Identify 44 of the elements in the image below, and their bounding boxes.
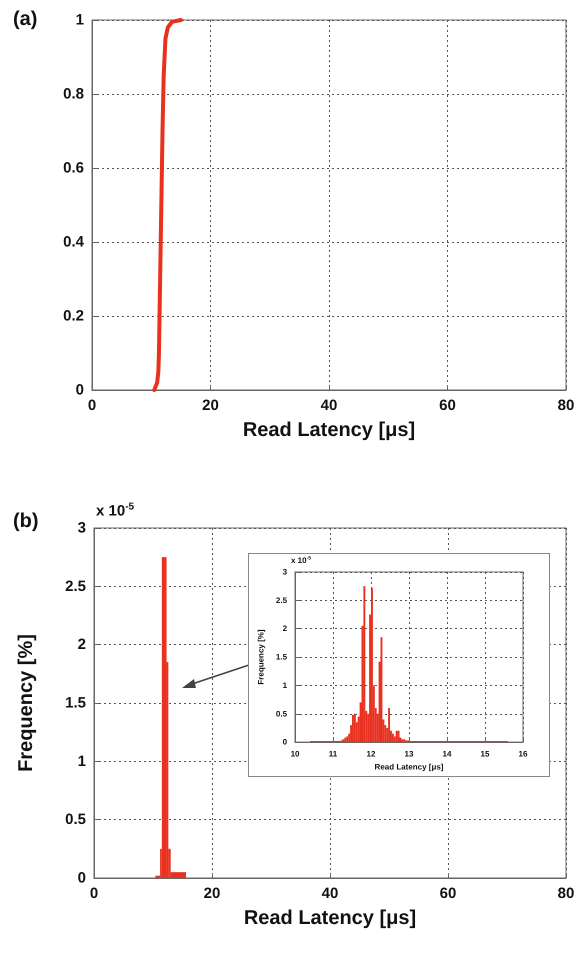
x-tick-label: 60 [439,397,456,414]
x-tick-label: 13 [404,750,414,759]
y-tick-label: 0.8 [63,86,84,102]
y-tick-label: 1 [76,12,84,28]
chart-title: (a) [13,8,38,30]
x-tick-label: 12 [366,750,376,759]
x-axis-title: Read Latency [μs] [244,907,416,929]
x-tick-label: 15 [480,750,490,759]
y-tick-label: 2.5 [276,596,288,605]
y-tick-label: 1 [78,752,86,770]
y-tick-label: 3 [282,568,288,576]
y-tick-label: 2 [78,636,86,654]
line-series [152,18,183,392]
y-tick-label: 1 [282,680,288,690]
x-tick-label: 40 [320,397,338,414]
y-tick-label: 2.5 [65,578,86,595]
x-tick-label: 20 [202,397,219,414]
x-tick-label: 80 [558,397,574,414]
x-axis-title: Read Latency [μs] [374,762,444,772]
y-axis-title: Frequency [%] [15,634,37,772]
y-tick-label: 1.5 [276,652,288,662]
y-tick-label: 0.4 [63,234,85,250]
y-tick-label: 0 [76,382,84,398]
x-axis-title: Read Latency [μs] [242,419,416,441]
y-tick-label: 0 [282,738,288,747]
x-tick-label: 11 [328,750,338,759]
x-tick-label: 10 [290,750,300,759]
y-tick-label: 3 [78,520,86,536]
x-tick-label: 16 [518,750,528,759]
x-tick-label: 40 [322,885,338,902]
chart-title: (b) [13,510,39,532]
y-tick-label: 0 [78,870,86,886]
y-tick-label: 2 [282,624,288,634]
x-tick-label: 60 [440,885,456,902]
y-tick-label: 1.5 [65,694,86,712]
y-tick-label: 0.2 [63,308,84,324]
x-tick-label: 0 [90,885,98,902]
y-tick-label: 0.5 [65,811,86,828]
x-tick-label: 14 [442,750,452,759]
y-tick-label: 0.6 [63,160,84,176]
x-tick-label: 20 [204,885,220,902]
y-tick-label: 0.5 [276,709,288,718]
x-tick-label: 80 [558,885,574,902]
y-axis-title: Frequency [%] [256,629,266,685]
